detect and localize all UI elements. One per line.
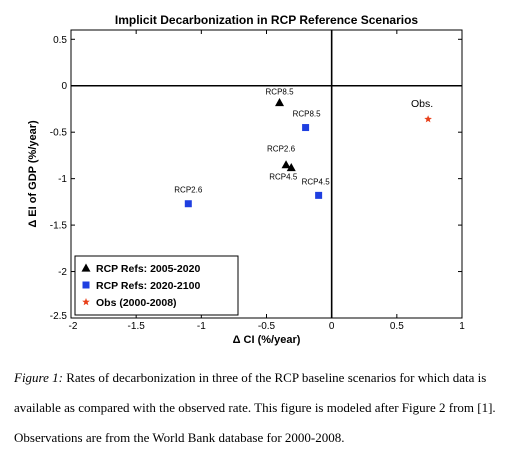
triangle-marker [281,160,291,169]
caption-line-1: Figure 1: Rates of decarbonization in th… [14,363,519,393]
y-tick-label: 0.5 [53,35,67,46]
x-tick-label: -1.5 [128,321,146,332]
point-label: RCP8.5 [293,110,322,119]
point-label: RCP2.6 [174,186,203,195]
caption-prefix: Figure 1: [14,370,63,385]
legend-entry-label: RCP Refs: 2020-2100 [96,280,200,292]
caption-line-2: available as compared with the observed … [14,400,496,415]
y-tick-label: -1.5 [50,221,68,232]
point-label: RCP8.5 [266,87,295,96]
point-label: Obs. [411,98,433,110]
y-tick-label: -2.5 [50,311,68,322]
point-label: RCP2.6 [267,145,296,154]
x-tick-label: -0.5 [258,321,276,332]
caption-text-1: Rates of decarbonization in three of the… [62,370,487,385]
square-marker [315,191,323,199]
x-tick-label: 0.5 [390,321,404,332]
point-label: RCP4.5 [269,172,298,181]
caption-line-3: Observations are from the World Bank dat… [14,430,345,445]
legend-entry-label: RCP Refs: 2005-2020 [96,263,200,275]
legend-triangle-marker [81,263,91,272]
square-marker [184,200,192,208]
chart: Implicit Decarbonization in RCP Referenc… [27,13,465,346]
chart-title: Implicit Decarbonization in RCP Referenc… [115,13,419,27]
star-marker [424,115,432,123]
triangle-marker [275,97,285,107]
y-tick-label: 0 [61,81,67,92]
legend-square-marker [82,281,90,289]
y-tick-label: -1 [58,174,67,185]
legend-entry-label: Obs (2000-2008) [96,297,177,309]
x-tick-label: -2 [69,321,78,332]
legend-box [74,255,239,316]
point-label: RCP4.5 [302,177,331,186]
figure-caption: Figure 1: Rates of decarbonization in th… [14,363,519,453]
x-tick-label: -1 [197,321,206,332]
legend-star-marker [82,298,90,306]
y-tick-label: -2 [58,267,67,278]
y-axis-label: Δ EI of GDP (%/year) [27,120,39,228]
x-tick-label: 0 [329,321,335,332]
triangle-marker [286,162,296,172]
square-marker [302,124,310,132]
x-axis-label: Δ CI (%/year) [233,334,301,346]
y-tick-label: -0.5 [50,128,68,139]
x-tick-label: 1 [459,321,465,332]
